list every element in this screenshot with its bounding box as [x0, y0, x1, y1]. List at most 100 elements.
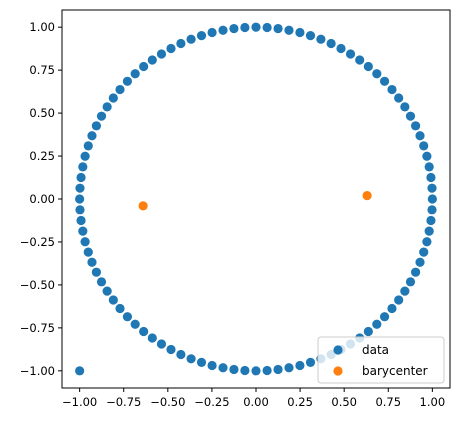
- data-point-43: [91, 121, 101, 131]
- data-point-69: [186, 354, 196, 364]
- data-point-28: [218, 25, 228, 35]
- data-point-59: [102, 286, 112, 296]
- data-point-32: [176, 38, 186, 49]
- y-tick-label-8: 1.00: [29, 20, 55, 34]
- data-point-61: [115, 303, 125, 314]
- x-tick-label-3: −0.25: [194, 395, 229, 409]
- data-point-56: [87, 257, 97, 267]
- x-tick-label-6: 0.50: [331, 395, 357, 409]
- data-point-15: [355, 55, 365, 65]
- data-point-95: [419, 247, 429, 257]
- data-point-89: [387, 303, 397, 314]
- data-point-65: [147, 333, 157, 343]
- x-tick-label-1: −0.75: [106, 395, 141, 409]
- data-point-17: [336, 43, 346, 54]
- data-point-77: [273, 364, 283, 375]
- data-point-1: [427, 183, 437, 193]
- data-point-71: [207, 360, 217, 371]
- data-point-8: [405, 111, 416, 121]
- legend: data barycenter: [317, 336, 445, 384]
- data-point-16: [345, 49, 356, 59]
- y-tick-label-7: 0.75: [29, 63, 55, 77]
- data-point-94: [415, 257, 425, 267]
- x-tick-label-5: 0.25: [287, 395, 313, 409]
- y-tick-label-4: 0.00: [29, 192, 55, 206]
- data-point-54: [80, 237, 90, 247]
- data-point-38: [122, 76, 133, 86]
- legend-marker-data: [333, 345, 343, 355]
- data-point-14: [363, 61, 373, 72]
- data-point-79: [295, 360, 305, 371]
- data-point-74: [240, 365, 250, 376]
- data-point-78: [284, 363, 294, 373]
- x-tick-label-2: −0.50: [150, 395, 185, 409]
- data-point-18: [326, 38, 336, 49]
- data-point-87: [372, 319, 382, 329]
- y-tick-label-6: 0.50: [29, 106, 55, 120]
- x-tick-label-4: 0.00: [243, 395, 269, 409]
- data-point-57: [91, 267, 101, 277]
- data-point-22: [284, 25, 294, 35]
- data-point-47: [78, 162, 88, 172]
- data-point-23: [273, 23, 283, 34]
- axes: −1.00 −0.75 −0.50 −0.25 0.00 0.25 0.50 0.75 1.00…: [20, 20, 445, 409]
- legend-label-data: data: [362, 343, 389, 357]
- data-point-9: [400, 102, 410, 112]
- data-point-33: [166, 43, 176, 54]
- plot-frame: [61, 9, 451, 389]
- y-tick-label-0: −1.00: [20, 364, 55, 378]
- data-point-76: [262, 365, 272, 376]
- y-tick-label-2: −0.50: [20, 278, 55, 292]
- data-point-37: [130, 69, 140, 79]
- data-point-35: [147, 55, 157, 65]
- data-point-5: [419, 141, 429, 151]
- data-point-53: [78, 226, 88, 236]
- data-point-36: [139, 61, 149, 72]
- data-point-92: [405, 277, 416, 287]
- data-point-45: [83, 141, 93, 151]
- data-point-44: [87, 131, 97, 141]
- data-point-86: [363, 326, 373, 337]
- data-point-98: [426, 215, 436, 226]
- data-point-96: [422, 237, 432, 247]
- data-point-62: [122, 312, 133, 322]
- data-point-66: [156, 339, 167, 349]
- data-point-55: [83, 247, 93, 257]
- x-tick-label-7: 0.75: [375, 395, 401, 409]
- y-tick-label-1: −0.75: [20, 321, 55, 335]
- data-point-3: [424, 162, 434, 172]
- x-tick-label-0: −1.00: [62, 395, 97, 409]
- data-point-73: [229, 364, 239, 375]
- data-point-46: [80, 151, 90, 161]
- data-point-51: [75, 205, 85, 215]
- data-point-7: [411, 121, 421, 131]
- data-point-41: [102, 102, 112, 112]
- data-point-72: [218, 363, 228, 373]
- data-point-49: [75, 183, 85, 193]
- data-point-0: [427, 194, 437, 204]
- data-point-13: [372, 69, 382, 79]
- data-point-63: [130, 319, 140, 329]
- data-point-91: [400, 286, 410, 296]
- legend-marker-barycenter: [333, 366, 343, 376]
- data-point-4: [422, 151, 432, 161]
- data-point-58: [96, 277, 107, 287]
- data-point-60: [108, 295, 118, 305]
- data-point-97: [424, 226, 434, 236]
- data-point-88: [379, 312, 390, 322]
- data-point-6: [415, 131, 425, 141]
- data-point-68: [176, 349, 186, 360]
- data-point-99: [427, 205, 437, 215]
- data-point-24: [262, 22, 272, 33]
- data-point-30: [196, 30, 207, 41]
- data-point-80: [305, 357, 316, 367]
- data-point-42: [96, 111, 107, 121]
- data-point-27: [229, 23, 239, 34]
- data-point-2: [426, 172, 436, 183]
- data-point-10: [394, 93, 404, 103]
- data-point-12: [379, 76, 390, 86]
- data-point-19: [316, 34, 326, 44]
- data-point-52: [76, 215, 86, 226]
- plot-area: [62, 10, 450, 388]
